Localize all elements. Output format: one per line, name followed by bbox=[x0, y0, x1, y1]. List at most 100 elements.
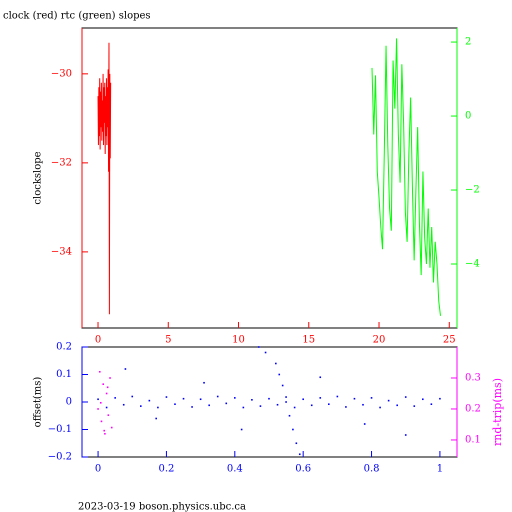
point bbox=[259, 405, 262, 407]
point bbox=[114, 397, 116, 399]
point bbox=[285, 396, 287, 398]
point bbox=[439, 397, 441, 400]
x-tick-label: 1 bbox=[437, 464, 443, 475]
point bbox=[157, 406, 159, 409]
point bbox=[293, 406, 296, 409]
point bbox=[199, 398, 202, 401]
point bbox=[174, 403, 176, 405]
plot-frame bbox=[81, 27, 458, 329]
point bbox=[310, 404, 313, 407]
point bbox=[225, 402, 228, 405]
point bbox=[165, 396, 168, 398]
y-tick-label: 0.1 bbox=[56, 369, 72, 380]
point bbox=[295, 442, 298, 445]
point bbox=[240, 428, 243, 431]
x-tick-label: 25 bbox=[443, 335, 456, 346]
point bbox=[370, 397, 373, 399]
y-axis-label: offset(ms) bbox=[33, 377, 44, 428]
point bbox=[285, 401, 287, 403]
point bbox=[105, 392, 108, 395]
y-tick-label: 2 bbox=[465, 37, 471, 48]
point bbox=[281, 384, 284, 387]
point bbox=[345, 406, 347, 408]
plot-frame bbox=[81, 346, 458, 458]
y-tick-label: 0.1 bbox=[465, 434, 481, 445]
x-tick-label: 0.2 bbox=[158, 464, 174, 475]
chart-title: clock (red) rtc (green) slopes bbox=[3, 11, 151, 22]
point bbox=[413, 405, 416, 407]
y-tick-label: 0 bbox=[66, 397, 72, 408]
point bbox=[430, 403, 433, 405]
x-tick-label: 10 bbox=[232, 335, 245, 346]
point bbox=[107, 414, 110, 416]
point bbox=[103, 429, 106, 432]
point bbox=[363, 423, 366, 425]
y-tick-label: 0.2 bbox=[56, 342, 72, 353]
point bbox=[336, 395, 339, 398]
y-tick-label: −0.1 bbox=[48, 424, 72, 435]
x-tick-label: 0.6 bbox=[295, 464, 311, 475]
y-tick-label: −30 bbox=[51, 68, 72, 79]
y2-axis-label: rnd-trip(ms) bbox=[491, 378, 504, 446]
point bbox=[131, 395, 134, 398]
point bbox=[278, 373, 281, 376]
point bbox=[302, 398, 304, 401]
point bbox=[109, 377, 111, 379]
x-tick-label: 0.4 bbox=[227, 464, 243, 475]
point bbox=[139, 405, 142, 407]
point bbox=[100, 420, 103, 423]
y-tick-label: −0.2 bbox=[48, 452, 72, 463]
point bbox=[387, 399, 390, 402]
point bbox=[97, 408, 99, 410]
point bbox=[275, 362, 277, 365]
footer: 2023-03-19 boson.physics.ubc.ca bbox=[78, 502, 246, 512]
point bbox=[242, 406, 245, 409]
point bbox=[216, 395, 219, 398]
y-axis-label: clockslope bbox=[33, 151, 44, 204]
point bbox=[362, 403, 364, 406]
point bbox=[106, 386, 109, 389]
point bbox=[97, 398, 99, 401]
y-tick-label: 0.3 bbox=[465, 372, 481, 383]
point bbox=[404, 396, 407, 398]
point bbox=[353, 397, 356, 400]
y-tick-label: −34 bbox=[51, 246, 72, 257]
series-line bbox=[371, 38, 441, 316]
y-tick-label: −2 bbox=[465, 185, 480, 196]
point bbox=[155, 417, 157, 420]
point bbox=[276, 403, 279, 406]
point bbox=[191, 406, 193, 408]
point bbox=[319, 397, 322, 399]
y-tick-label: 0.2 bbox=[465, 403, 481, 414]
x-tick-label: 0 bbox=[95, 464, 101, 475]
point bbox=[208, 404, 210, 407]
point bbox=[148, 399, 151, 402]
point bbox=[319, 376, 322, 379]
point bbox=[268, 397, 270, 400]
point bbox=[264, 351, 267, 354]
point bbox=[328, 403, 330, 405]
point bbox=[257, 346, 260, 348]
point bbox=[234, 397, 236, 399]
point bbox=[251, 399, 253, 401]
series-line bbox=[97, 42, 112, 315]
point bbox=[396, 404, 398, 407]
point bbox=[203, 381, 205, 384]
point bbox=[124, 368, 127, 370]
point bbox=[292, 428, 294, 431]
point bbox=[105, 406, 108, 409]
point bbox=[379, 406, 381, 409]
x-tick-label: 15 bbox=[302, 335, 315, 346]
y-tick-label: −32 bbox=[51, 157, 72, 168]
y-tick-label: 0 bbox=[465, 111, 471, 122]
x-tick-label: 0 bbox=[95, 335, 101, 346]
point bbox=[110, 426, 113, 429]
point bbox=[404, 434, 407, 436]
point bbox=[298, 453, 301, 456]
x-tick-label: 5 bbox=[165, 335, 171, 346]
y-tick-label: −4 bbox=[465, 259, 480, 270]
point bbox=[182, 397, 185, 400]
point bbox=[122, 403, 125, 406]
point bbox=[100, 401, 102, 404]
